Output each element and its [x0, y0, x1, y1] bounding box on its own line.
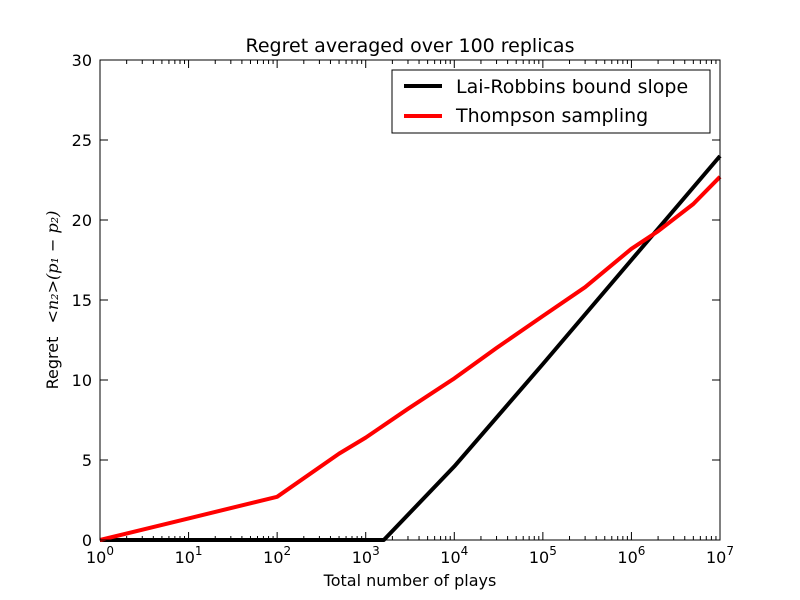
legend-label-lai-robbins: Lai-Robbins bound slope	[456, 76, 688, 98]
y-axis-label-prefix: Regret	[43, 337, 62, 390]
x-tick-label: 102	[263, 544, 291, 567]
y-tick-label: 20	[72, 211, 92, 230]
legend: Lai-Robbins bound slope Thompson samplin…	[391, 69, 711, 134]
x-tick-label: 103	[352, 544, 380, 567]
y-tick-label: 5	[82, 451, 92, 470]
x-tick-label: 104	[440, 544, 468, 567]
x-tick-label: 105	[529, 544, 557, 567]
y-tick-label: 10	[72, 371, 92, 390]
y-axis-label-math: <n₂>(p₁ − p₂)	[43, 211, 62, 324]
series-line-1	[99, 175, 722, 542]
chart-title: Regret averaged over 100 replicas	[246, 35, 575, 57]
legend-label-thompson: Thompson sampling	[455, 105, 648, 127]
y-axis-label: Regret <n₂>(p₁ − p₂)	[43, 211, 62, 390]
y-axis: 0 5 10 15 20 25 30	[72, 51, 720, 550]
y-tick-label: 0	[82, 531, 92, 550]
y-tick-label: 30	[72, 51, 92, 70]
x-tick-label: 101	[175, 544, 203, 567]
x-axis: 100 101 102 103 104 105 106 107	[86, 60, 734, 567]
x-tick-label: 100	[86, 544, 114, 567]
svg-text:Regret <n₂>(p₁ − p₂): Regret <n₂>(p₁ − p₂)	[43, 211, 62, 390]
x-axis-label: Total number of plays	[323, 571, 497, 590]
y-tick-label: 25	[72, 131, 92, 150]
x-tick-label: 107	[706, 544, 734, 567]
legend-box	[391, 69, 711, 134]
y-tick-label: 15	[72, 291, 92, 310]
x-tick-label: 106	[617, 544, 645, 567]
